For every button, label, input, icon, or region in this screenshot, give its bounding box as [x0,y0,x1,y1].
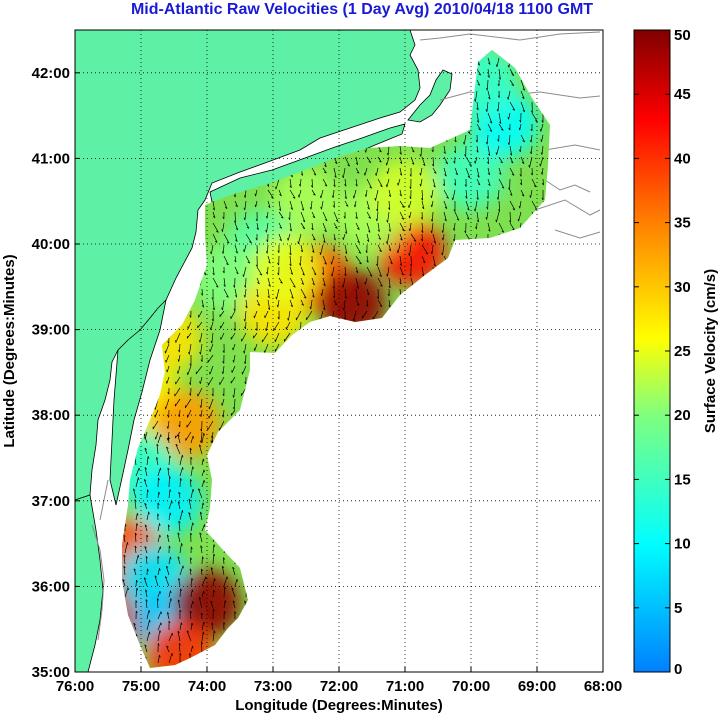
colorbar-tick-label: 30 [674,279,691,296]
lon-tick-label: 76:00 [56,678,94,695]
colorbar-tick-label: 25 [674,343,691,360]
lon-tick-label: 73:00 [254,678,292,695]
colorbar-tick-label: 35 [674,215,691,232]
lat-tick-label: 39:00 [32,322,70,339]
colorbar-tick-label: 20 [674,407,691,424]
colorbar-gradient [633,29,671,673]
colorbar: 0 5 10 15 20 25 30 35 40 45 50 Surface Velocity (c… [633,27,719,678]
velocity-blob [146,620,215,668]
colorbar-tick-label: 0 [674,661,682,678]
lon-tick-label: 70:00 [452,678,490,695]
lat-tick-label: 41:00 [32,150,70,167]
colorbar-tick-label: 10 [674,536,691,553]
velocity-blob [371,158,439,227]
colorbar-tick-label: 15 [674,471,691,488]
lon-tick-label: 74:00 [188,678,226,695]
lat-tick-label: 40:00 [32,236,70,253]
land-mass [75,30,421,501]
lon-tick-label: 68:00 [584,678,622,695]
map-grid [75,30,603,672]
colorbar-tick-label: 50 [674,27,691,44]
delmarva-peninsula [109,298,167,506]
lon-tick-label: 75:00 [122,678,160,695]
lat-tick-label: 38:00 [32,407,70,424]
velocity-blob [153,389,222,458]
lat-tick-label: 42:00 [32,65,70,82]
lat-tick-label: 35:00 [32,664,70,681]
x-axis-label: Longitude (Degrees:Minutes) [235,697,443,714]
colorbar-label: Surface Velocity (cm/s) [702,269,719,433]
lon-tick-label: 69:00 [518,678,556,695]
map-title: Mid-Atlantic Raw Velocities (1 Day Avg) … [130,1,594,18]
lon-tick-label: 72:00 [320,678,358,695]
outer-banks [75,494,104,672]
colorbar-tick-label: 5 [674,600,682,617]
y-axis-label: Latitude (Degrees:Minutes) [1,254,18,447]
cape-cod [407,69,453,123]
colorbar-tick-label: 40 [674,150,691,167]
colorbar-tick-label: 45 [674,86,691,103]
lat-tick-label: 36:00 [32,578,70,595]
velocity-blob [252,235,321,304]
lat-tick-label: 37:00 [32,493,70,510]
lon-tick-label: 71:00 [386,678,424,695]
